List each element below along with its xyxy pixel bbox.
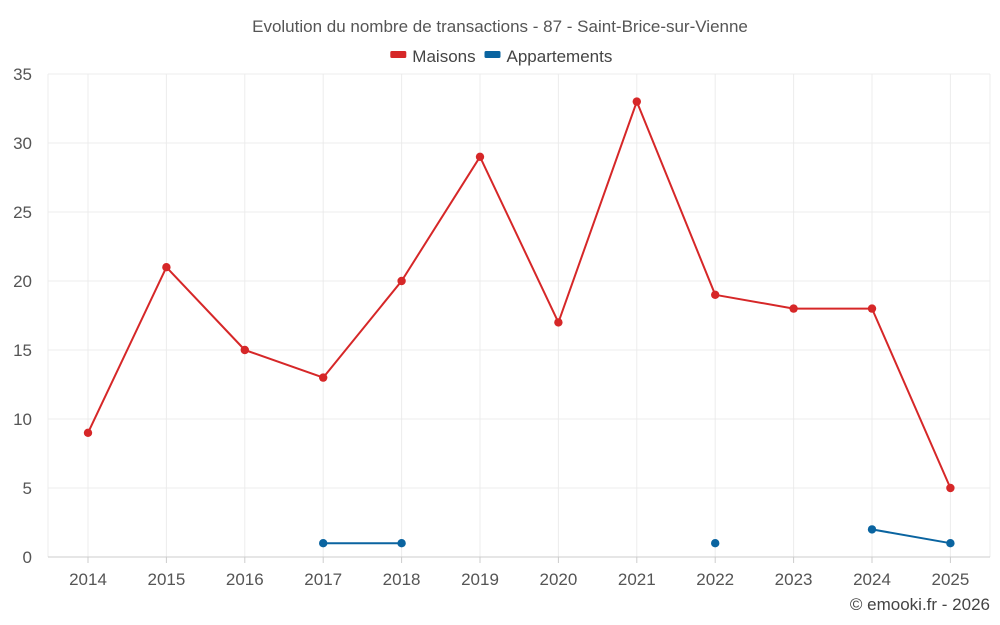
series-line-segment xyxy=(87,266,168,434)
x-tick-label: 2014 xyxy=(69,570,107,589)
data-point[interactable] xyxy=(946,539,955,548)
x-tick-label: 2025 xyxy=(931,570,969,589)
data-point[interactable] xyxy=(711,290,720,299)
y-tick-label: 15 xyxy=(13,341,32,360)
data-point[interactable] xyxy=(789,304,798,313)
series-line-segment xyxy=(871,528,952,545)
data-point[interactable] xyxy=(162,263,171,272)
series-line-segment xyxy=(243,349,325,379)
y-tick-label: 25 xyxy=(13,203,32,222)
series-line-segment xyxy=(557,100,638,324)
data-point[interactable] xyxy=(83,428,93,437)
legend-item-maisons[interactable]: Maisons xyxy=(390,47,476,66)
legend-item-appartements[interactable]: Appartements xyxy=(484,47,613,66)
data-point[interactable] xyxy=(240,345,249,355)
y-tick-label: 20 xyxy=(13,272,32,291)
y-axis: 0 5 10 15 20 25 30 35 xyxy=(13,65,32,567)
series-line-segment xyxy=(635,100,717,296)
credit-text: © emooki.fr - 2026 xyxy=(850,595,990,614)
x-tick-label: 2023 xyxy=(775,570,813,589)
series-line-segment xyxy=(714,293,795,310)
grid-lines xyxy=(47,73,991,557)
data-point[interactable] xyxy=(319,539,328,548)
data-point[interactable] xyxy=(946,483,955,493)
data-point[interactable] xyxy=(319,373,328,382)
data-point[interactable] xyxy=(867,304,877,313)
series-line-segment xyxy=(479,155,560,324)
x-tick-label: 2016 xyxy=(226,570,264,589)
data-point[interactable] xyxy=(632,97,641,106)
y-tick-label: 10 xyxy=(13,410,32,429)
series-line-segment xyxy=(400,155,481,282)
series-maisons xyxy=(83,97,955,493)
series-line-segment xyxy=(165,266,246,351)
x-tick-label: 2017 xyxy=(304,570,342,589)
legend-label: Maisons xyxy=(412,47,475,66)
data-point[interactable] xyxy=(867,525,877,534)
legend-label: Appartements xyxy=(507,47,613,66)
data-point[interactable] xyxy=(554,318,563,327)
series-layer xyxy=(83,97,955,548)
x-tick-label: 2019 xyxy=(461,570,499,589)
data-point[interactable] xyxy=(397,539,406,548)
y-tick-label: 30 xyxy=(13,134,32,153)
x-tick-label: 2015 xyxy=(147,570,185,589)
x-tick-label: 2020 xyxy=(539,570,577,589)
data-point[interactable] xyxy=(711,539,720,548)
x-tick-label: 2021 xyxy=(618,570,656,589)
series-line-segment xyxy=(871,307,952,489)
x-tick-label: 2022 xyxy=(696,570,734,589)
legend-swatch xyxy=(484,51,501,58)
chart-title: Evolution du nombre de transactions - 87… xyxy=(252,17,748,36)
y-tick-label: 35 xyxy=(13,65,32,84)
y-tick-label: 0 xyxy=(23,548,32,567)
y-tick-label: 5 xyxy=(23,479,32,498)
x-tick-label: 2018 xyxy=(383,570,421,589)
data-point[interactable] xyxy=(475,152,485,161)
series-appartements xyxy=(319,525,955,548)
data-point[interactable] xyxy=(397,276,406,286)
x-axis: 2014 2015 2016 2017 2018 2019 2020 2021 2022 2023… xyxy=(48,556,990,589)
legend-swatch xyxy=(390,51,407,58)
legend: Maisons Appartements xyxy=(390,47,612,66)
series-line-segment xyxy=(322,280,403,379)
x-tick-label: 2024 xyxy=(853,570,891,589)
